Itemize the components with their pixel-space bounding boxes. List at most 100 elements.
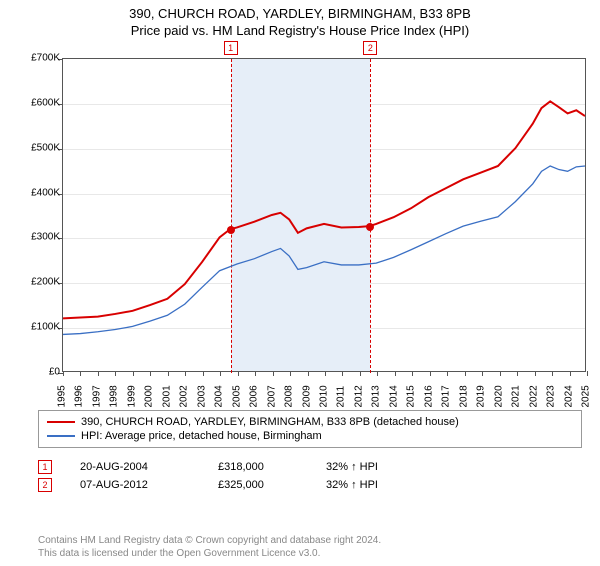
marker-flag-1: 1: [224, 41, 238, 55]
marker-table: 1 20-AUG-2004 £318,000 32% ↑ HPI 2 07-AUG-201…: [38, 456, 378, 496]
x-tick-label: 2024: [563, 388, 574, 408]
x-tick: [552, 371, 553, 376]
x-tick: [150, 371, 151, 376]
x-tick: [220, 371, 221, 376]
x-tick-label: 2017: [441, 388, 452, 408]
legend-row: 390, CHURCH ROAD, YARDLEY, BIRMINGHAM, B…: [47, 415, 573, 429]
x-tick-label: 2025: [581, 388, 592, 408]
x-tick-label: 2020: [493, 388, 504, 408]
x-tick: [517, 371, 518, 376]
x-tick: [430, 371, 431, 376]
x-tick-label: 2008: [284, 388, 295, 408]
legend-box: 390, CHURCH ROAD, YARDLEY, BIRMINGHAM, B…: [38, 410, 582, 448]
x-tick-label: 2011: [336, 388, 347, 408]
x-tick: [80, 371, 81, 376]
marker-table-row: 1 20-AUG-2004 £318,000 32% ↑ HPI: [38, 460, 378, 474]
x-tick-label: 1997: [91, 388, 102, 408]
line-svg: [63, 59, 585, 371]
y-tick-label: £600K: [16, 97, 60, 108]
marker-dot-1: [227, 226, 235, 234]
chart-title: 390, CHURCH ROAD, YARDLEY, BIRMINGHAM, B…: [0, 6, 600, 21]
legend-row: HPI: Average price, detached house, Birm…: [47, 429, 573, 443]
x-tick-label: 2000: [144, 388, 155, 408]
x-tick: [255, 371, 256, 376]
y-tick-label: £700K: [16, 53, 60, 64]
x-tick: [168, 371, 169, 376]
x-tick-label: 2001: [161, 388, 172, 408]
y-tick-label: £500K: [16, 142, 60, 153]
x-tick: [587, 371, 588, 376]
x-tick: [535, 371, 536, 376]
x-tick-label: 2013: [371, 388, 382, 408]
x-tick: [500, 371, 501, 376]
x-tick: [203, 371, 204, 376]
x-tick-label: 2018: [458, 388, 469, 408]
marker-table-flag: 2: [38, 478, 52, 492]
x-tick-label: 2012: [353, 388, 364, 408]
x-tick: [482, 371, 483, 376]
x-tick: [412, 371, 413, 376]
x-tick-label: 1996: [74, 388, 85, 408]
x-tick: [133, 371, 134, 376]
license-line-1: Contains HM Land Registry data © Crown c…: [38, 534, 381, 547]
chart-subtitle: Price paid vs. HM Land Registry's House …: [0, 23, 600, 38]
marker-rel: 32% ↑ HPI: [326, 479, 378, 491]
x-tick-label: 2003: [196, 388, 207, 408]
x-tick: [447, 371, 448, 376]
marker-table-flag: 1: [38, 460, 52, 474]
x-tick: [98, 371, 99, 376]
x-tick: [63, 371, 64, 376]
legend-swatch: [47, 435, 75, 437]
x-tick: [308, 371, 309, 376]
x-tick: [360, 371, 361, 376]
x-tick-label: 2022: [528, 388, 539, 408]
x-tick: [377, 371, 378, 376]
x-tick: [185, 371, 186, 376]
marker-price: £318,000: [218, 461, 298, 473]
x-tick: [465, 371, 466, 376]
legend-label: 390, CHURCH ROAD, YARDLEY, BIRMINGHAM, B…: [81, 416, 459, 428]
x-tick-label: 2009: [301, 388, 312, 408]
x-tick-label: 2005: [231, 388, 242, 408]
x-tick-label: 2021: [511, 388, 522, 408]
x-tick-label: 2007: [266, 388, 277, 408]
marker-rel: 32% ↑ HPI: [326, 461, 378, 473]
x-tick-label: 2019: [476, 388, 487, 408]
marker-date: 20-AUG-2004: [80, 461, 190, 473]
x-tick-label: 2004: [214, 388, 225, 408]
x-tick-label: 2006: [249, 388, 260, 408]
series-hpi: [63, 166, 585, 334]
license-text: Contains HM Land Registry data © Crown c…: [38, 534, 381, 560]
y-tick-label: £400K: [16, 187, 60, 198]
license-line-2: This data is licensed under the Open Gov…: [38, 547, 381, 560]
x-tick-label: 1995: [57, 388, 68, 408]
legend-label: HPI: Average price, detached house, Birm…: [81, 430, 322, 442]
x-tick-label: 1998: [109, 388, 120, 408]
x-tick: [325, 371, 326, 376]
x-tick: [115, 371, 116, 376]
x-tick: [273, 371, 274, 376]
marker-price: £325,000: [218, 479, 298, 491]
marker-dot-2: [366, 223, 374, 231]
chart-wrap: 12 £0£100K£200K£300K£400K£500K£600K£700K…: [8, 52, 592, 402]
x-tick: [395, 371, 396, 376]
x-tick-label: 2016: [423, 388, 434, 408]
x-tick: [342, 371, 343, 376]
marker-table-row: 2 07-AUG-2012 £325,000 32% ↑ HPI: [38, 478, 378, 492]
legend-swatch: [47, 421, 75, 423]
marker-date: 07-AUG-2012: [80, 479, 190, 491]
y-tick-label: £100K: [16, 322, 60, 333]
x-tick-label: 1999: [126, 388, 137, 408]
x-tick-label: 2002: [179, 388, 190, 408]
plot-area: 12: [62, 58, 586, 372]
x-tick: [570, 371, 571, 376]
x-tick-label: 2014: [388, 388, 399, 408]
y-tick-label: £0: [16, 367, 60, 378]
x-tick: [290, 371, 291, 376]
x-tick-label: 2015: [406, 388, 417, 408]
chart-container: 390, CHURCH ROAD, YARDLEY, BIRMINGHAM, B…: [0, 6, 600, 566]
x-tick: [238, 371, 239, 376]
x-tick-label: 2023: [546, 388, 557, 408]
marker-flag-2: 2: [363, 41, 377, 55]
y-tick-label: £200K: [16, 277, 60, 288]
